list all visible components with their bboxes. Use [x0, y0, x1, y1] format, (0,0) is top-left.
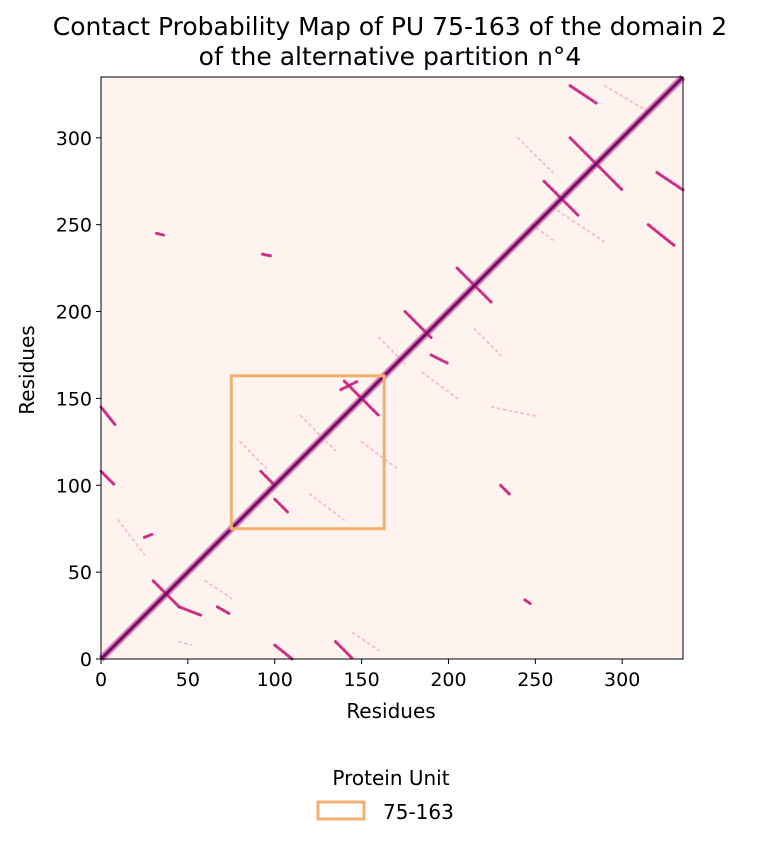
contact-mark — [551, 206, 606, 244]
contact-mark — [204, 579, 233, 600]
contact-mark — [308, 492, 346, 522]
x-tick-label: 100 — [257, 669, 293, 691]
x-tick-label: 150 — [343, 669, 379, 691]
legend-item-label: 75-163 — [383, 800, 454, 824]
contact-mark — [490, 406, 537, 417]
contact-mark — [99, 469, 117, 487]
contact-mark — [360, 440, 398, 469]
contact-mark — [568, 84, 598, 105]
contact-mark — [299, 414, 337, 452]
protein-unit-box — [229, 374, 386, 531]
heatmap-plot-area — [98, 74, 686, 662]
contact-mark — [530, 223, 558, 244]
contact-mark — [421, 371, 459, 400]
contact-mark — [334, 640, 355, 661]
x-tick-label: 50 — [176, 669, 200, 691]
contact-mark — [429, 353, 450, 366]
contact-mark — [523, 598, 532, 605]
plot-frame — [100, 76, 684, 660]
contact-mark — [177, 605, 204, 618]
contact-mark — [516, 136, 554, 174]
x-axis-label: Residues — [346, 699, 435, 723]
contact-mark — [646, 223, 676, 248]
contact-mark — [273, 643, 294, 661]
y-tick-label: 100 — [56, 475, 92, 497]
legend: Protein Unit 75-163 — [316, 766, 454, 824]
contact-mark — [499, 483, 511, 496]
contact-mark — [142, 532, 155, 539]
contact-mark — [238, 440, 268, 469]
x-tick-label: 300 — [604, 669, 640, 691]
contact-mark — [99, 405, 117, 426]
diagonal-line — [99, 75, 685, 661]
y-tick-label: 150 — [56, 388, 92, 410]
contact-mark — [155, 231, 166, 237]
y-tick-label: 0 — [80, 649, 92, 671]
y-tick-label: 300 — [56, 128, 92, 150]
legend-title: Protein Unit — [332, 766, 449, 790]
x-tick-label: 200 — [430, 669, 466, 691]
contact-mark — [351, 631, 380, 652]
y-tick-label: 50 — [68, 562, 92, 584]
y-tick-label: 250 — [56, 215, 92, 237]
contact-mark — [178, 640, 193, 647]
contact-mark — [655, 171, 685, 192]
chart-title-line1: Contact Probability Map of PU 75-163 of … — [53, 12, 727, 41]
contact-mark — [339, 379, 360, 392]
y-tick-label: 200 — [56, 302, 92, 324]
y-axis-ticks: 0 50 100 150 200 250 300 — [56, 128, 101, 671]
contacts-layer — [99, 84, 685, 661]
contact-mark — [603, 84, 650, 113]
contact-mark — [261, 252, 273, 258]
contact-mark — [273, 497, 291, 515]
legend-swatch — [316, 800, 366, 821]
diagonal-layer — [98, 74, 686, 662]
x-tick-label: 0 — [95, 669, 107, 691]
y-axis-label: Residues — [15, 325, 39, 414]
contact-mark — [215, 605, 232, 616]
x-tick-label: 250 — [517, 669, 553, 691]
chart-title-line2: of the alternative partition n°4 — [199, 42, 582, 71]
contact-mark — [117, 519, 146, 556]
x-axis-ticks: 0 50 100 150 200 250 300 — [95, 659, 640, 691]
contact-mark — [473, 327, 502, 356]
